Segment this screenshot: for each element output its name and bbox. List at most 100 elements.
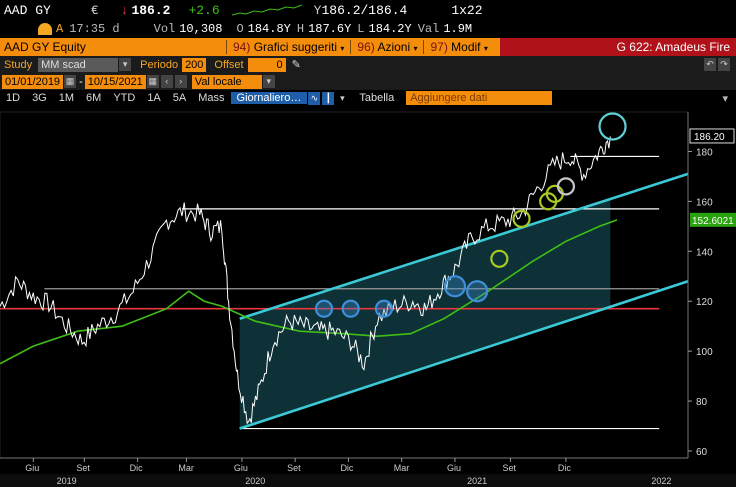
- study-select[interactable]: MM scad: [38, 57, 119, 72]
- period-input[interactable]: 200: [182, 57, 207, 72]
- quote-line-1: AAD GY € ↓ 186.2 +2.6 Y 186.2/186.4 1x22: [0, 0, 736, 20]
- tab-1m[interactable]: 1M: [58, 92, 75, 104]
- tab-1d[interactable]: 1D: [6, 92, 21, 104]
- price-chart[interactable]: 60 80 100 120 140 160 180 186.20 152.6021 Giu Set…: [0, 106, 736, 487]
- offset-input[interactable]: 0: [247, 57, 286, 72]
- bid-ask-size: 1x22: [451, 2, 483, 18]
- sparkline-icon: [231, 4, 302, 16]
- traded-value: 1.9M: [443, 22, 473, 36]
- highlight-circle-4: [443, 275, 467, 298]
- x-month-label-8: Mar: [394, 463, 410, 473]
- low-label: L: [357, 22, 365, 36]
- pencil-icon[interactable]: ✎: [291, 59, 301, 71]
- highlight-circle-5: [466, 280, 489, 303]
- period-select[interactable]: Giornaliero…: [230, 92, 308, 104]
- horizontal-levels: [0, 155, 660, 430]
- price-series: [0, 136, 611, 425]
- currency-dropdown-icon[interactable]: ▾: [262, 75, 275, 88]
- study-row: Study MM scad ▾ Periodo 200 Offset 0 ✎ ↶…: [0, 56, 736, 73]
- function-title: G 622: Amadeus Fire: [499, 38, 736, 56]
- highlight-circle-7: [512, 209, 531, 228]
- x-year-label-2021: 2021: [467, 476, 487, 486]
- volume-value: 10,308: [179, 22, 223, 36]
- redo-icon[interactable]: ↷: [718, 58, 730, 71]
- quote-line-2: A 17:35 d Vol 10,308 O 184.8Y H 187.6Y L…: [0, 20, 736, 38]
- tab-1a[interactable]: 1A: [147, 92, 161, 104]
- menu-suggested-charts[interactable]: 94) Grafici suggeriti ▾: [226, 40, 350, 54]
- y-tick-label-60: 60: [696, 447, 708, 458]
- channel-line-lower: [239, 280, 689, 430]
- highlight-circle-3: [374, 299, 394, 318]
- dropdown-arrow-icon: ▾: [483, 44, 488, 53]
- calendar-icon[interactable]: ▦: [146, 75, 159, 88]
- next-arrow-icon[interactable]: ›: [174, 75, 187, 88]
- price-change: +2.6: [188, 2, 220, 18]
- undo-icon[interactable]: ↶: [704, 58, 716, 71]
- table-button[interactable]: Tabella: [359, 92, 395, 104]
- tab-max[interactable]: Mass: [198, 92, 225, 104]
- menu-actions[interactable]: 96) Azioni ▾: [350, 40, 423, 54]
- year-band: [0, 474, 736, 487]
- exchange-flag: A: [56, 22, 64, 36]
- low-value: 184.2Y: [368, 22, 412, 36]
- open-value: 184.8Y: [247, 22, 291, 36]
- last-price-label: 186.20: [694, 132, 725, 143]
- study-label: Study: [4, 58, 33, 71]
- x-month-label-2: Set: [76, 463, 90, 473]
- previous-arrow-icon[interactable]: ‹: [160, 75, 173, 88]
- y-axis: 60 80 100 120 140 160 180 186.20 152.6021: [687, 112, 736, 458]
- quote-time: 17:35 d: [69, 22, 120, 36]
- bid-ask: 186.2/186.4: [321, 2, 408, 18]
- offset-label: Offset: [214, 58, 244, 71]
- channel-line-upper: [239, 172, 689, 320]
- x-month-label-3: Dic: [130, 463, 143, 473]
- y-tick-label-80: 80: [696, 397, 708, 408]
- security-name[interactable]: AAD GY Equity: [4, 40, 86, 54]
- x-month-label-9: Giu: [447, 463, 461, 473]
- price-line: [0, 136, 611, 425]
- highlight-circle-2: [341, 299, 360, 318]
- currency: €: [90, 2, 99, 18]
- y-tick-label-100: 100: [696, 347, 713, 358]
- highlight-circle-11: [598, 112, 627, 141]
- start-date-input[interactable]: 01/01/2019: [2, 74, 64, 89]
- ma-label: 152.6021: [692, 216, 734, 227]
- volume-label: Vol: [153, 22, 176, 36]
- y-tick-label-120: 120: [696, 297, 713, 308]
- x-month-label-5: Giu: [234, 463, 248, 473]
- last-price: 186.2: [131, 2, 171, 18]
- end-date-input[interactable]: 10/15/2021: [84, 74, 146, 89]
- down-arrow-icon: ↓: [120, 2, 129, 18]
- candlestick-icon[interactable]: ┃: [322, 91, 335, 105]
- last-price-label-box: [689, 128, 735, 144]
- moving-average-line: [0, 219, 618, 365]
- channel-shading: [239, 198, 611, 429]
- currency-mode-select[interactable]: Val locale: [191, 74, 262, 89]
- x-month-label-6: Set: [287, 463, 301, 473]
- range-row: 01/01/2019 ▦ - 10/15/2021 ▦ ‹ › Val loca…: [0, 73, 736, 90]
- bid-ask-label: Y: [313, 2, 322, 18]
- collapse-arrow-icon[interactable]: ▾: [722, 92, 728, 105]
- highlight-circle-1: [314, 299, 334, 318]
- highlight-circles: [314, 112, 627, 318]
- tab-ytd[interactable]: YTD: [113, 92, 136, 104]
- value-label: Val: [417, 22, 440, 36]
- channel-lines: [239, 172, 689, 430]
- study-dropdown-icon[interactable]: ▾: [119, 58, 132, 71]
- menu-edit[interactable]: 97) Modif ▾: [423, 40, 493, 54]
- tab-5a[interactable]: 5A: [172, 92, 187, 104]
- x-month-label-7: Dic: [340, 463, 353, 473]
- x-month-label-4: Mar: [178, 463, 194, 473]
- y-tick-label-140: 140: [696, 247, 713, 258]
- highlight-circle-10: [556, 177, 576, 196]
- calendar-icon[interactable]: ▦: [64, 75, 77, 88]
- line-chart-icon[interactable]: ∿: [308, 91, 321, 105]
- add-data-input[interactable]: Aggiungere dati: [406, 91, 553, 105]
- tab-3g[interactable]: 3G: [32, 92, 47, 104]
- title-bar: AAD GY Equity 94) Grafici suggeriti ▾ 96…: [0, 38, 736, 56]
- x-year-label-2022: 2022: [651, 476, 671, 486]
- chart-type-dropdown-icon[interactable]: ▾: [336, 91, 349, 105]
- timeframe-tabs: 1D 3G 1M 6M YTD 1A 5A Mass: [0, 92, 231, 104]
- tab-6m[interactable]: 6M: [86, 92, 102, 104]
- x-axis: Giu Set Dic Mar Giu Set Dic Mar Giu Set Dic 2019 202…: [0, 457, 736, 487]
